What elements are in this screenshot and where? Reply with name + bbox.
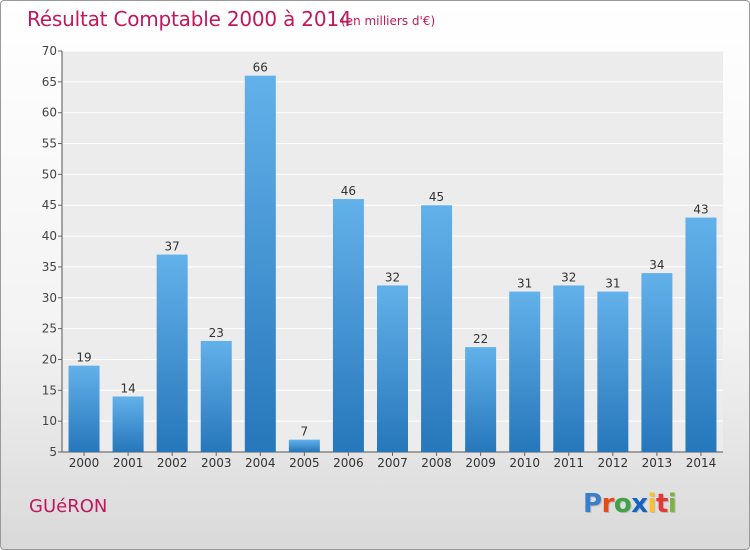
y-tick-label: 20 — [42, 352, 57, 366]
bar — [553, 285, 585, 452]
y-tick-label: 35 — [42, 260, 57, 274]
x-tick-label: 2004 — [245, 456, 276, 470]
bar — [332, 199, 364, 452]
bar-value-label: 43 — [693, 203, 708, 217]
y-tick-label: 60 — [42, 106, 57, 120]
y-tick-label: 45 — [42, 198, 57, 212]
bar — [421, 205, 453, 452]
commune-name: GUéRON — [29, 496, 108, 517]
y-tick-label: 25 — [42, 322, 57, 336]
bar-value-label: 22 — [473, 332, 488, 346]
bar-value-label: 31 — [605, 277, 620, 291]
x-tick-label: 2013 — [642, 456, 673, 470]
data-labels: 19 14 37 23 66 7 46 32 45 22 31 32 31 34 43 — [76, 61, 708, 439]
x-tick-label: 2011 — [553, 456, 584, 470]
bar-value-label: 46 — [341, 184, 356, 198]
bar — [68, 365, 100, 452]
axes: 5 10 15 20 25 30 35 40 45 50 55 60 65 70 2000 2001 2002 2… — [42, 44, 723, 470]
bar — [244, 75, 276, 452]
logo-letter: i — [667, 489, 677, 519]
bar — [112, 396, 144, 452]
bar — [288, 439, 320, 452]
x-tick-label: 2010 — [509, 456, 540, 470]
logo-letter: t — [655, 489, 668, 519]
bar — [597, 291, 629, 452]
bar — [200, 340, 232, 452]
bar-value-label: 32 — [385, 270, 400, 284]
x-tick-label: 2007 — [377, 456, 408, 470]
x-tick-label: 2006 — [333, 456, 364, 470]
bar-value-label: 14 — [120, 381, 135, 395]
bar-value-label: 66 — [253, 61, 268, 75]
logo-letter: x — [631, 489, 648, 519]
y-tick-label: 40 — [42, 229, 57, 243]
y-tick-label: 15 — [42, 383, 57, 397]
bar-value-label: 34 — [649, 258, 664, 272]
bar-value-label: 31 — [517, 277, 532, 291]
x-tick-label: 2000 — [69, 456, 100, 470]
proxiti-logo[interactable]: Proxiti — [583, 489, 677, 519]
bar — [156, 254, 188, 452]
bar — [377, 285, 408, 452]
bar — [509, 291, 541, 452]
y-tick-label: 30 — [42, 291, 57, 305]
x-tick-label: 2001 — [113, 456, 144, 470]
bar-value-label: 19 — [76, 351, 91, 365]
bars — [68, 75, 717, 452]
y-tick-label: 55 — [42, 137, 57, 151]
chart-subtitle: (en milliers d'€) — [341, 14, 436, 28]
bar-value-label: 37 — [165, 240, 180, 254]
y-tick-label: 5 — [49, 445, 57, 459]
x-tick-label: 2012 — [598, 456, 629, 470]
bar — [465, 347, 497, 452]
y-tick-label: 70 — [42, 44, 57, 58]
logo-letter: P — [583, 489, 602, 519]
x-tick-label: 2009 — [465, 456, 496, 470]
bar — [641, 273, 673, 452]
y-tick-label: 65 — [42, 75, 57, 89]
chart-title: Résultat Comptable 2000 à 2014 — [27, 7, 352, 31]
bar — [685, 217, 717, 452]
x-tick-label: 2014 — [686, 456, 717, 470]
bar-value-label: 23 — [209, 326, 224, 340]
logo-letter: i — [647, 489, 657, 519]
bar-value-label: 32 — [561, 270, 576, 284]
y-tick-label: 10 — [42, 414, 57, 428]
y-tick-label: 50 — [42, 167, 57, 181]
x-tick-label: 2008 — [421, 456, 452, 470]
x-tick-label: 2003 — [201, 456, 232, 470]
logo-letter: r — [601, 489, 615, 519]
logo-letter: o — [613, 489, 632, 519]
bar-value-label: 7 — [301, 425, 309, 439]
x-tick-label: 2002 — [157, 456, 188, 470]
bar-value-label: 45 — [429, 190, 444, 204]
x-tick-label: 2005 — [289, 456, 320, 470]
